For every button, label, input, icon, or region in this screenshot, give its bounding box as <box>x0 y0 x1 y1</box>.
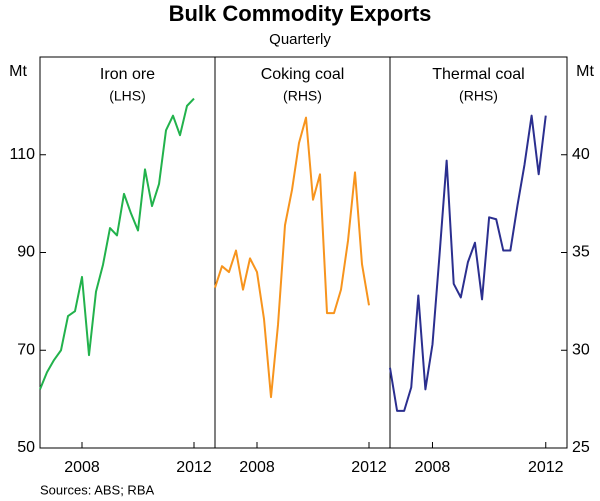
x-tick-label: 2012 <box>351 459 387 476</box>
y-tick-label: 110 <box>9 146 35 163</box>
y-tick-label: 50 <box>17 439 35 456</box>
source: Sources: ABS; RBA <box>40 482 154 497</box>
y2-tick-label: 35 <box>572 244 590 261</box>
y-tick-label: 90 <box>17 244 35 261</box>
x-tick-label: 2008 <box>239 459 275 476</box>
panel-title: Coking coal <box>261 66 345 83</box>
line-series <box>214 116 370 399</box>
x-tick-label: 2012 <box>176 459 212 476</box>
chart-subtitle: Quarterly <box>269 31 331 48</box>
y2-axis-label: Mt <box>576 63 594 80</box>
y-axis-label: Mt <box>9 63 27 80</box>
x-tick-label: 2008 <box>64 459 100 476</box>
panel-title: Iron ore <box>100 66 155 83</box>
x-tick-label: 2012 <box>528 459 564 476</box>
panel-note: (RHS) <box>459 88 498 104</box>
x-tick-label: 2008 <box>415 459 451 476</box>
y2-tick-label: 40 <box>572 146 590 163</box>
panel-title: Thermal coal <box>432 66 524 83</box>
y-tick-label: 70 <box>17 341 35 358</box>
panel-note: (LHS) <box>109 88 146 104</box>
line-series <box>39 97 195 390</box>
chart-title: Bulk Commodity Exports <box>169 1 432 26</box>
y2-tick-label: 25 <box>572 439 590 456</box>
y2-tick-label: 30 <box>572 341 590 358</box>
panel-note: (RHS) <box>283 88 322 104</box>
plot-frame <box>39 56 568 449</box>
line-series <box>389 114 547 412</box>
